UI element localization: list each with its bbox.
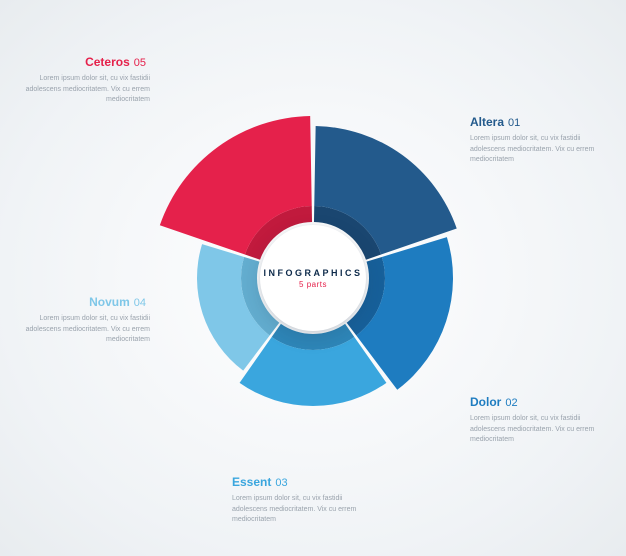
label-desc-altera: Lorem ipsum dolor sit, cu vix fastidii a… [470,134,600,166]
label-title-essent: Essent [232,475,271,489]
label-title-dolor: Dolor [470,395,501,409]
label-title-ceteros: Ceteros [85,55,130,69]
label-dolor: Dolor 02 Lorem ipsum dolor sit, cu vix fas… [470,395,600,446]
label-essent: Essent 03 Lorem ipsum dolor sit, cu vix fa… [232,475,362,526]
label-desc-essent: Lorem ipsum dolor sit, cu vix fastidii a… [232,494,362,526]
label-novum: Novum 04 Lorem ipsum dolor sit, cu vix fas… [20,295,150,346]
center-disc: INFOGRAPHICS 5 parts [260,225,366,331]
label-altera: Altera 01 Lorem ipsum dolor sit, cu vix fa… [470,115,600,166]
label-desc-ceteros: Lorem ipsum dolor sit, cu vix fastidii a… [20,74,150,106]
label-index-altera: 01 [508,117,520,129]
label-ceteros: Ceteros 05 Lorem ipsum dolor sit, cu vix f… [20,55,150,106]
center-title: INFOGRAPHICS [263,268,362,278]
label-index-dolor: 02 [505,397,517,409]
label-title-altera: Altera [470,115,504,129]
label-index-novum: 04 [134,297,146,309]
label-title-novum: Novum [89,295,130,309]
label-index-essent: 03 [275,477,287,489]
label-desc-dolor: Lorem ipsum dolor sit, cu vix fastidii a… [470,414,600,446]
label-desc-novum: Lorem ipsum dolor sit, cu vix fastidii a… [20,314,150,346]
radial-chart: INFOGRAPHICS 5 parts [153,118,473,438]
center-subtitle: 5 parts [299,280,327,289]
label-index-ceteros: 05 [134,57,146,69]
